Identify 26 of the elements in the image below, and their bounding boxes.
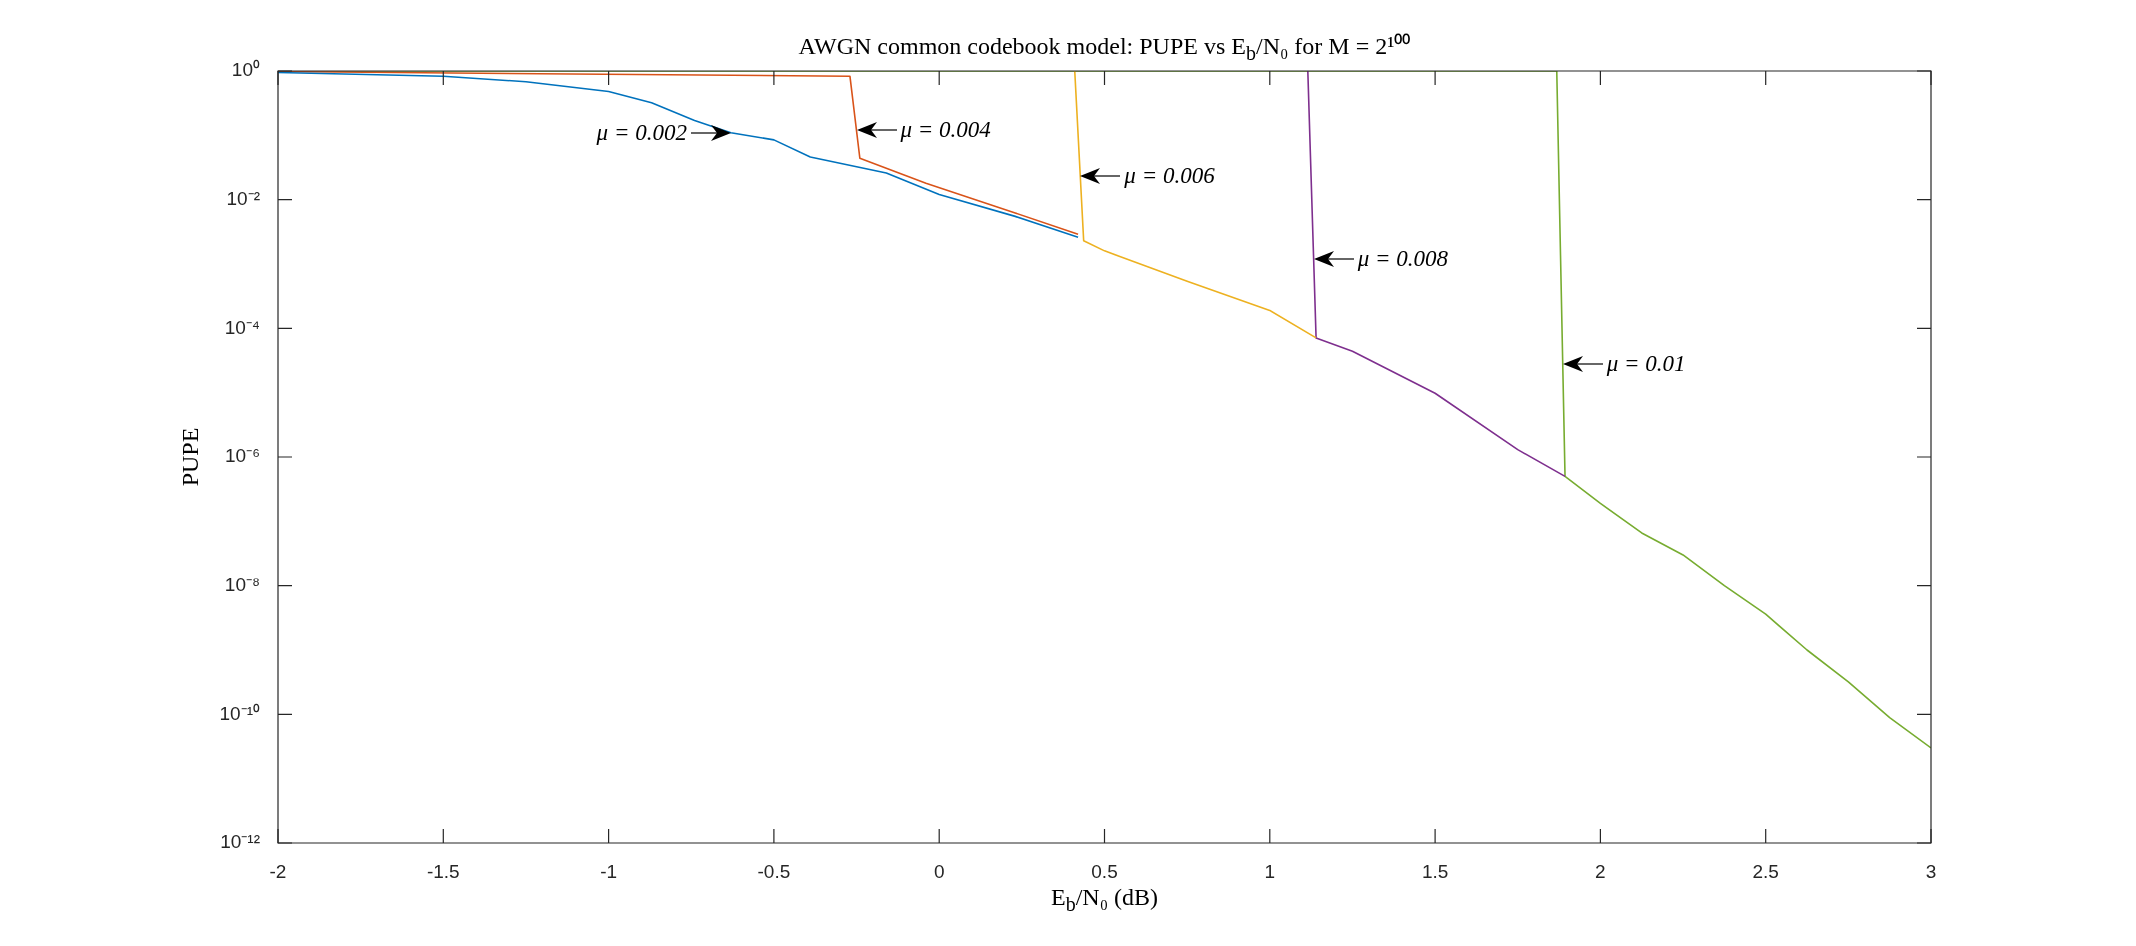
x-tick-label: 0 [933, 860, 945, 882]
x-tick-label: 2 [1595, 860, 1606, 882]
x-tick-label: -1.5 [426, 860, 460, 882]
x-tick-label: -2 [269, 860, 287, 882]
x-tick-label: 2.5 [1752, 860, 1779, 882]
y-tick-label: 10⁻⁸ [224, 573, 260, 595]
annotation: μ = 0.008 [1357, 245, 1449, 272]
x-tick-label: 0.5 [1091, 860, 1118, 882]
annotation: μ = 0.006 [1124, 163, 1215, 190]
x-tick-label: -1 [600, 860, 618, 882]
x-tick-label: 1 [1264, 860, 1276, 882]
y-tick-label: 10⁻¹⁰ [219, 702, 260, 724]
chart-title: AWGN common codebook model: PUPE vs E$_{b}$/N₀ for M = 2¹⁰⁰ [797, 32, 1412, 65]
y-tick-label: 10⁻⁴ [224, 316, 260, 338]
y-tick-label: 10⁻⁶ [225, 445, 260, 467]
x-tick-label: 3 [1925, 860, 1937, 882]
annotation: μ = 0.002 [596, 119, 687, 146]
x-tick-label: 1.5 [1421, 860, 1449, 882]
annotation: μ = 0.004 [900, 117, 991, 144]
x-tick-label: -0.5 [757, 860, 791, 882]
y-tick-label: 10⁻² [226, 187, 260, 209]
y-tick-label: 10⁻¹² [220, 831, 260, 853]
annotation: μ = 0.01 [1606, 350, 1686, 377]
x-axis-title: E$_{b}$/N₀ (dB) [1050, 884, 1159, 916]
y-axis-title: PUPE [176, 427, 204, 487]
y-tick-label: 10⁰ [231, 59, 260, 81]
